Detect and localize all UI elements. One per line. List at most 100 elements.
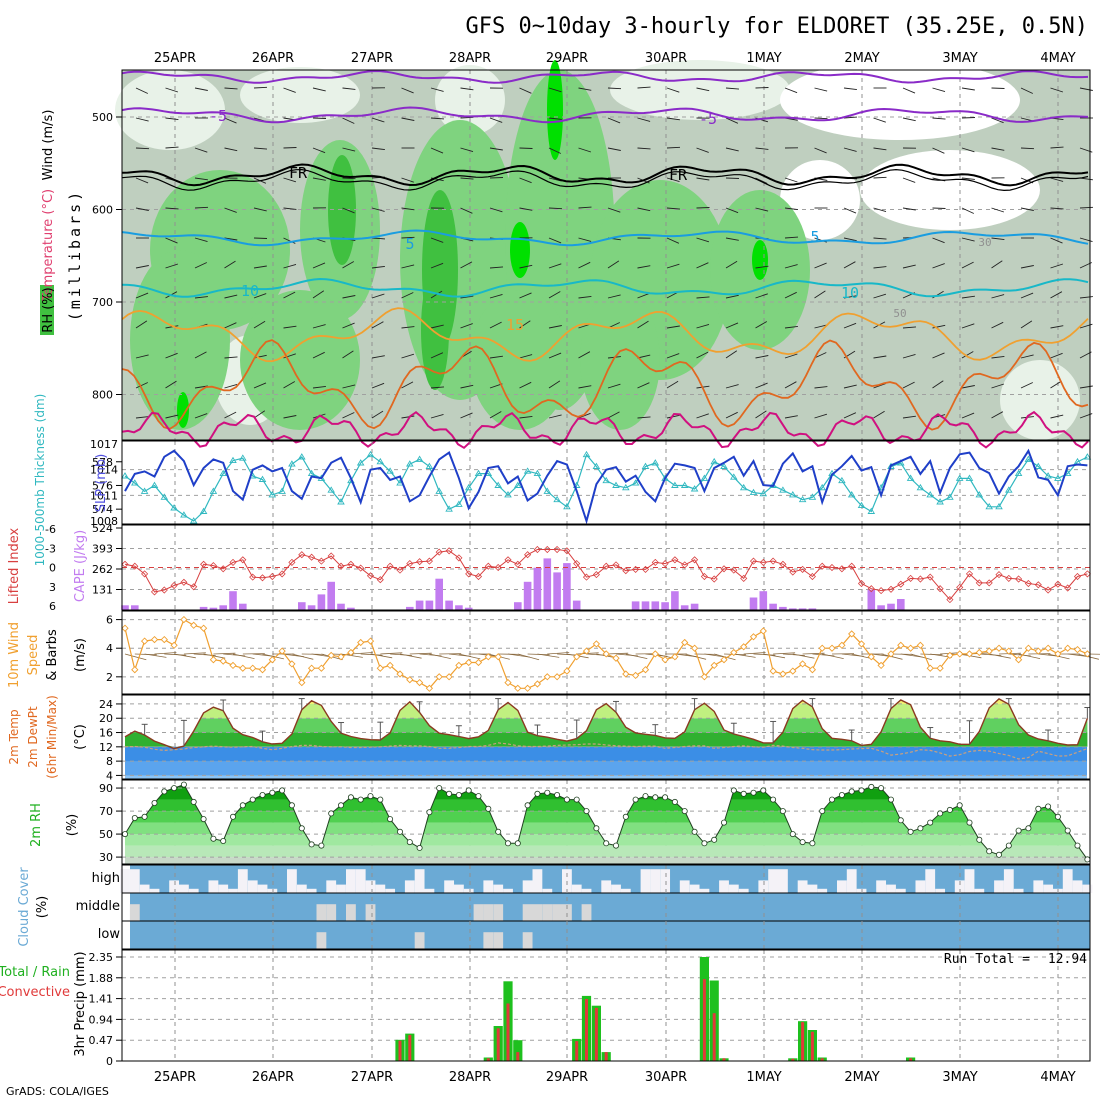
wind-barb: [165, 414, 179, 419]
cloud-low-cell: [522, 932, 533, 949]
thickness-point: [327, 486, 335, 493]
wind-barb: [961, 207, 974, 214]
wind-barb: [312, 290, 325, 299]
isotherm-minus5-upper: [121, 69, 1089, 84]
rh2m-point: [1045, 803, 1052, 810]
thickness-point: [710, 457, 718, 465]
thickness-line: [124, 453, 1088, 522]
wind-barb: [548, 207, 563, 210]
wind10-point: [1044, 644, 1052, 652]
cloud-high-cell: [699, 888, 710, 893]
wind-barb: [991, 207, 1005, 213]
cloud-high-cell: [964, 869, 975, 893]
ylabel-cloud: Cloud Cover: [17, 867, 32, 947]
wind-barb: [578, 351, 591, 359]
cloud-low-cell: [493, 932, 504, 949]
wind-barb: [224, 87, 238, 90]
rh-legend-swatch: [40, 285, 54, 335]
thickness-point: [131, 479, 139, 486]
wind-barb: [342, 147, 356, 152]
wind10-point: [533, 680, 542, 688]
li-point: [622, 567, 630, 575]
ylabel-wind: Wind (m/s): [41, 110, 56, 181]
li-point: [848, 562, 856, 570]
wind10-point: [474, 658, 483, 667]
thickness-point: [386, 467, 394, 474]
dewpoint-line: [124, 742, 1088, 760]
wind10-point: [602, 650, 610, 658]
wind10-point: [710, 661, 718, 670]
date-label-bottom: 28APR: [449, 1070, 491, 1085]
li-point: [121, 560, 129, 568]
wind-barb: [548, 414, 562, 419]
thickness-point: [789, 491, 797, 498]
wind-barb: [194, 296, 208, 299]
wind-barb: [932, 380, 944, 389]
rh2m-point: [848, 788, 855, 795]
wind10-point: [563, 667, 571, 675]
wind-barb: [253, 207, 267, 212]
li-point: [504, 556, 512, 564]
rh2m-point: [141, 813, 148, 820]
cloud-high-cell: [218, 884, 229, 893]
wind-barb: [460, 295, 474, 299]
precip-convective-bar: [909, 1058, 913, 1061]
slp-frame: [121, 440, 1091, 525]
li-point: [455, 554, 463, 562]
wind-barb: [283, 353, 296, 359]
wind-barb: [165, 380, 177, 389]
wind-barb: [1050, 414, 1064, 419]
wind-barb: [430, 352, 444, 359]
wind-barb: [165, 146, 179, 149]
freezing-line-b: [121, 168, 1089, 192]
li-point: [808, 572, 816, 581]
thickness-point: [337, 498, 345, 505]
wind10-point: [445, 673, 453, 681]
wind-barb: [961, 351, 974, 359]
wind-barb: [135, 382, 148, 389]
wind-barb: [401, 292, 414, 299]
wind-barb: [666, 237, 680, 244]
wind10-point: [494, 653, 502, 661]
wind-barb: [932, 87, 946, 93]
wind-barb: [666, 325, 680, 329]
cape-tick-label: 524: [92, 522, 113, 535]
axis-labels: Wind (m/s) Temperature (°C) RH (%) (mill…: [0, 110, 109, 1057]
wind-barb: [578, 206, 592, 209]
rh2m-point: [318, 842, 325, 849]
wind10-point: [415, 678, 424, 687]
wind-barb: [755, 321, 768, 329]
li-point: [563, 547, 571, 555]
thickness-point: [582, 450, 591, 458]
wind10-barb: [792, 653, 815, 659]
wind-barb: [961, 323, 975, 329]
rh2m-tick-label: 50: [99, 828, 113, 841]
thickness-point: [995, 502, 1003, 510]
wind10-point: [582, 647, 591, 655]
precip-convective-bar: [810, 1031, 814, 1061]
li-point: [1024, 579, 1032, 588]
ylabel-temp: Temperature (°C): [41, 189, 56, 302]
wind-barb: [253, 320, 266, 329]
wind-barb: [194, 262, 207, 269]
thickness-point: [258, 475, 267, 482]
wind10-point: [170, 641, 178, 649]
cape-bar: [779, 606, 787, 610]
thickness-point: [739, 483, 748, 491]
dewpoint-band: [125, 761, 1087, 779]
wind-barb: [755, 293, 768, 299]
rh2m-point: [671, 798, 678, 805]
wind-barb: [991, 260, 1003, 269]
cloud-high-cell: [267, 888, 278, 893]
wind-barb: [725, 294, 739, 299]
rh2m-point: [1035, 805, 1042, 812]
cloud-middle-cell: [552, 904, 563, 921]
wind-barb: [224, 237, 238, 241]
cloud-high-cell: [237, 869, 248, 893]
li-point: [425, 557, 433, 565]
date-label-bottom: 25APR: [154, 1070, 196, 1085]
cloud-high-cell: [404, 880, 415, 893]
wind-barb: [814, 87, 828, 92]
thickness-point: [150, 481, 159, 488]
wind-barb: [224, 260, 236, 269]
